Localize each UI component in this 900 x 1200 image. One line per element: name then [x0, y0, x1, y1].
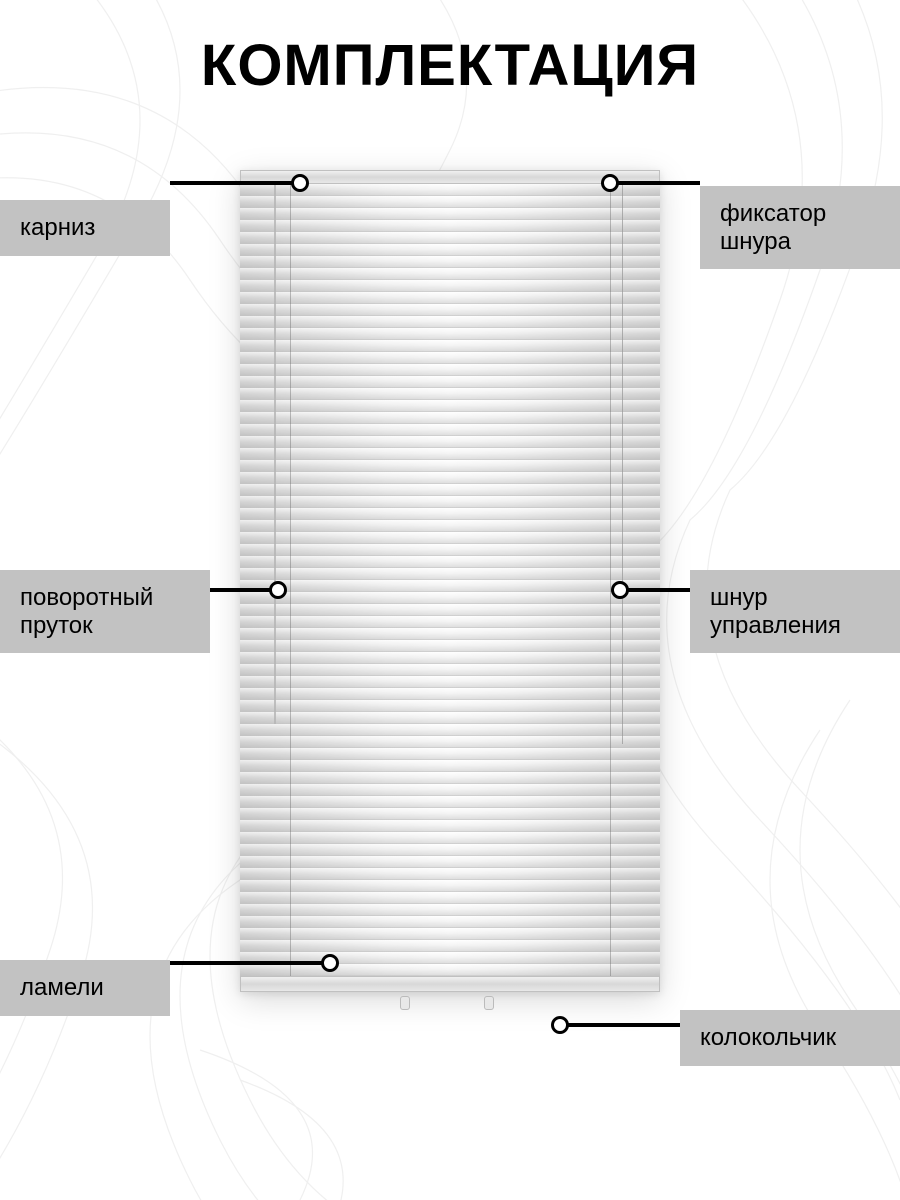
marker-karniz	[291, 174, 309, 192]
slat	[240, 532, 660, 544]
leader-karniz	[170, 181, 300, 185]
label-karniz: карниз	[0, 200, 170, 256]
slat	[240, 208, 660, 220]
slat	[240, 820, 660, 832]
slat	[240, 496, 660, 508]
slat	[240, 724, 660, 736]
bottomrail	[240, 976, 660, 992]
slat	[240, 688, 660, 700]
label-lameli: ламели	[0, 960, 170, 1016]
slat	[240, 568, 660, 580]
slat	[240, 940, 660, 952]
slat	[240, 328, 660, 340]
cord-pull	[484, 996, 494, 1010]
label-prutok: поворотный пруток	[0, 570, 210, 653]
marker-fixator	[601, 174, 619, 192]
marker-lameli	[321, 954, 339, 972]
slat	[240, 520, 660, 532]
slat	[240, 268, 660, 280]
slat	[240, 964, 660, 976]
slat	[240, 388, 660, 400]
slat	[240, 460, 660, 472]
slat	[240, 376, 660, 388]
slat	[240, 472, 660, 484]
slat	[240, 712, 660, 724]
slat	[240, 760, 660, 772]
slat	[240, 880, 660, 892]
slat	[240, 616, 660, 628]
slat	[240, 304, 660, 316]
slat	[240, 784, 660, 796]
ladder-cord	[290, 184, 291, 976]
slat	[240, 508, 660, 520]
slat	[240, 580, 660, 592]
leader-fixator	[610, 181, 700, 185]
label-kolokol: колокольчик	[680, 1010, 900, 1066]
slat	[240, 664, 660, 676]
slat	[240, 928, 660, 940]
slat	[240, 412, 660, 424]
leader-prutok	[210, 588, 278, 592]
slat	[240, 700, 660, 712]
slat	[240, 892, 660, 904]
leader-shnur	[620, 588, 690, 592]
slat	[240, 652, 660, 664]
cord-pull	[400, 996, 410, 1010]
slat	[240, 748, 660, 760]
slat	[240, 232, 660, 244]
slat	[240, 556, 660, 568]
label-shnur: шнур управления	[690, 570, 900, 653]
slat	[240, 484, 660, 496]
slat	[240, 220, 660, 232]
slat	[240, 868, 660, 880]
ladder-cord	[610, 184, 611, 976]
slat	[240, 736, 660, 748]
slat	[240, 844, 660, 856]
slat	[240, 832, 660, 844]
leader-kolokol	[560, 1023, 680, 1027]
slat	[240, 604, 660, 616]
slat	[240, 592, 660, 604]
page-title: КОМПЛЕКТАЦИЯ	[0, 32, 900, 99]
lift-cord	[622, 184, 623, 744]
slat	[240, 808, 660, 820]
slat	[240, 916, 660, 928]
slat	[240, 904, 660, 916]
slat	[240, 772, 660, 784]
slat	[240, 448, 660, 460]
slat	[240, 424, 660, 436]
slats-container	[240, 184, 660, 976]
blinds-illustration	[240, 170, 660, 992]
slat	[240, 676, 660, 688]
slat	[240, 400, 660, 412]
slat	[240, 796, 660, 808]
slat	[240, 256, 660, 268]
slat	[240, 436, 660, 448]
slat	[240, 544, 660, 556]
slat	[240, 628, 660, 640]
slat	[240, 856, 660, 868]
tilt-wand	[274, 184, 276, 724]
leader-lameli	[170, 961, 330, 965]
marker-prutok	[269, 581, 287, 599]
slat	[240, 640, 660, 652]
slat	[240, 340, 660, 352]
slat	[240, 196, 660, 208]
slat	[240, 280, 660, 292]
slat	[240, 244, 660, 256]
marker-shnur	[611, 581, 629, 599]
slat	[240, 364, 660, 376]
slat	[240, 316, 660, 328]
slat	[240, 292, 660, 304]
slat	[240, 352, 660, 364]
label-fixator: фиксатор шнура	[700, 186, 900, 269]
marker-kolokol	[551, 1016, 569, 1034]
